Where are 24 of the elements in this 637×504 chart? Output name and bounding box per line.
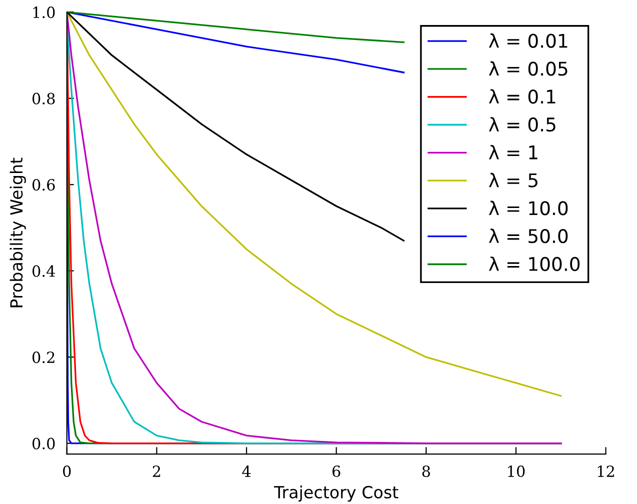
y-tick-label: 0.2 (32, 352, 54, 364)
legend-label: λ = 0.1 (488, 89, 556, 104)
x-tick-label: 12 (598, 465, 614, 477)
y-axis-title: Probability Weight (10, 158, 26, 308)
legend-label: λ = 5 (488, 172, 538, 188)
y-tick-label: 0.4 (32, 265, 56, 277)
x-tick-label: 0 (63, 465, 71, 478)
y-tick-label: 0.6 (32, 179, 55, 191)
y-tick-label: 1.0 (33, 6, 55, 18)
legend-label: λ = 50.0 (488, 228, 568, 244)
y-tick-label: 0.0 (32, 438, 55, 450)
legend-label: λ = 10.0 (488, 200, 568, 216)
legend-label: λ = 0.05 (488, 61, 568, 76)
x-axis-title: Trajectory Cost (274, 486, 398, 502)
x-tick-label: 8 (422, 465, 430, 478)
legend-label: λ = 1 (488, 144, 538, 160)
x-tick-label: 10 (508, 465, 525, 478)
legend-label: λ = 0.5 (488, 117, 556, 132)
x-tick-label: 2 (152, 465, 160, 477)
legend-label: λ = 0.01 (488, 33, 568, 48)
y-tick-label: 0.8 (32, 92, 55, 104)
x-tick-label: 4 (242, 465, 251, 477)
legend-label: λ = 100.0 (488, 256, 580, 272)
x-tick-label: 6 (332, 465, 340, 478)
